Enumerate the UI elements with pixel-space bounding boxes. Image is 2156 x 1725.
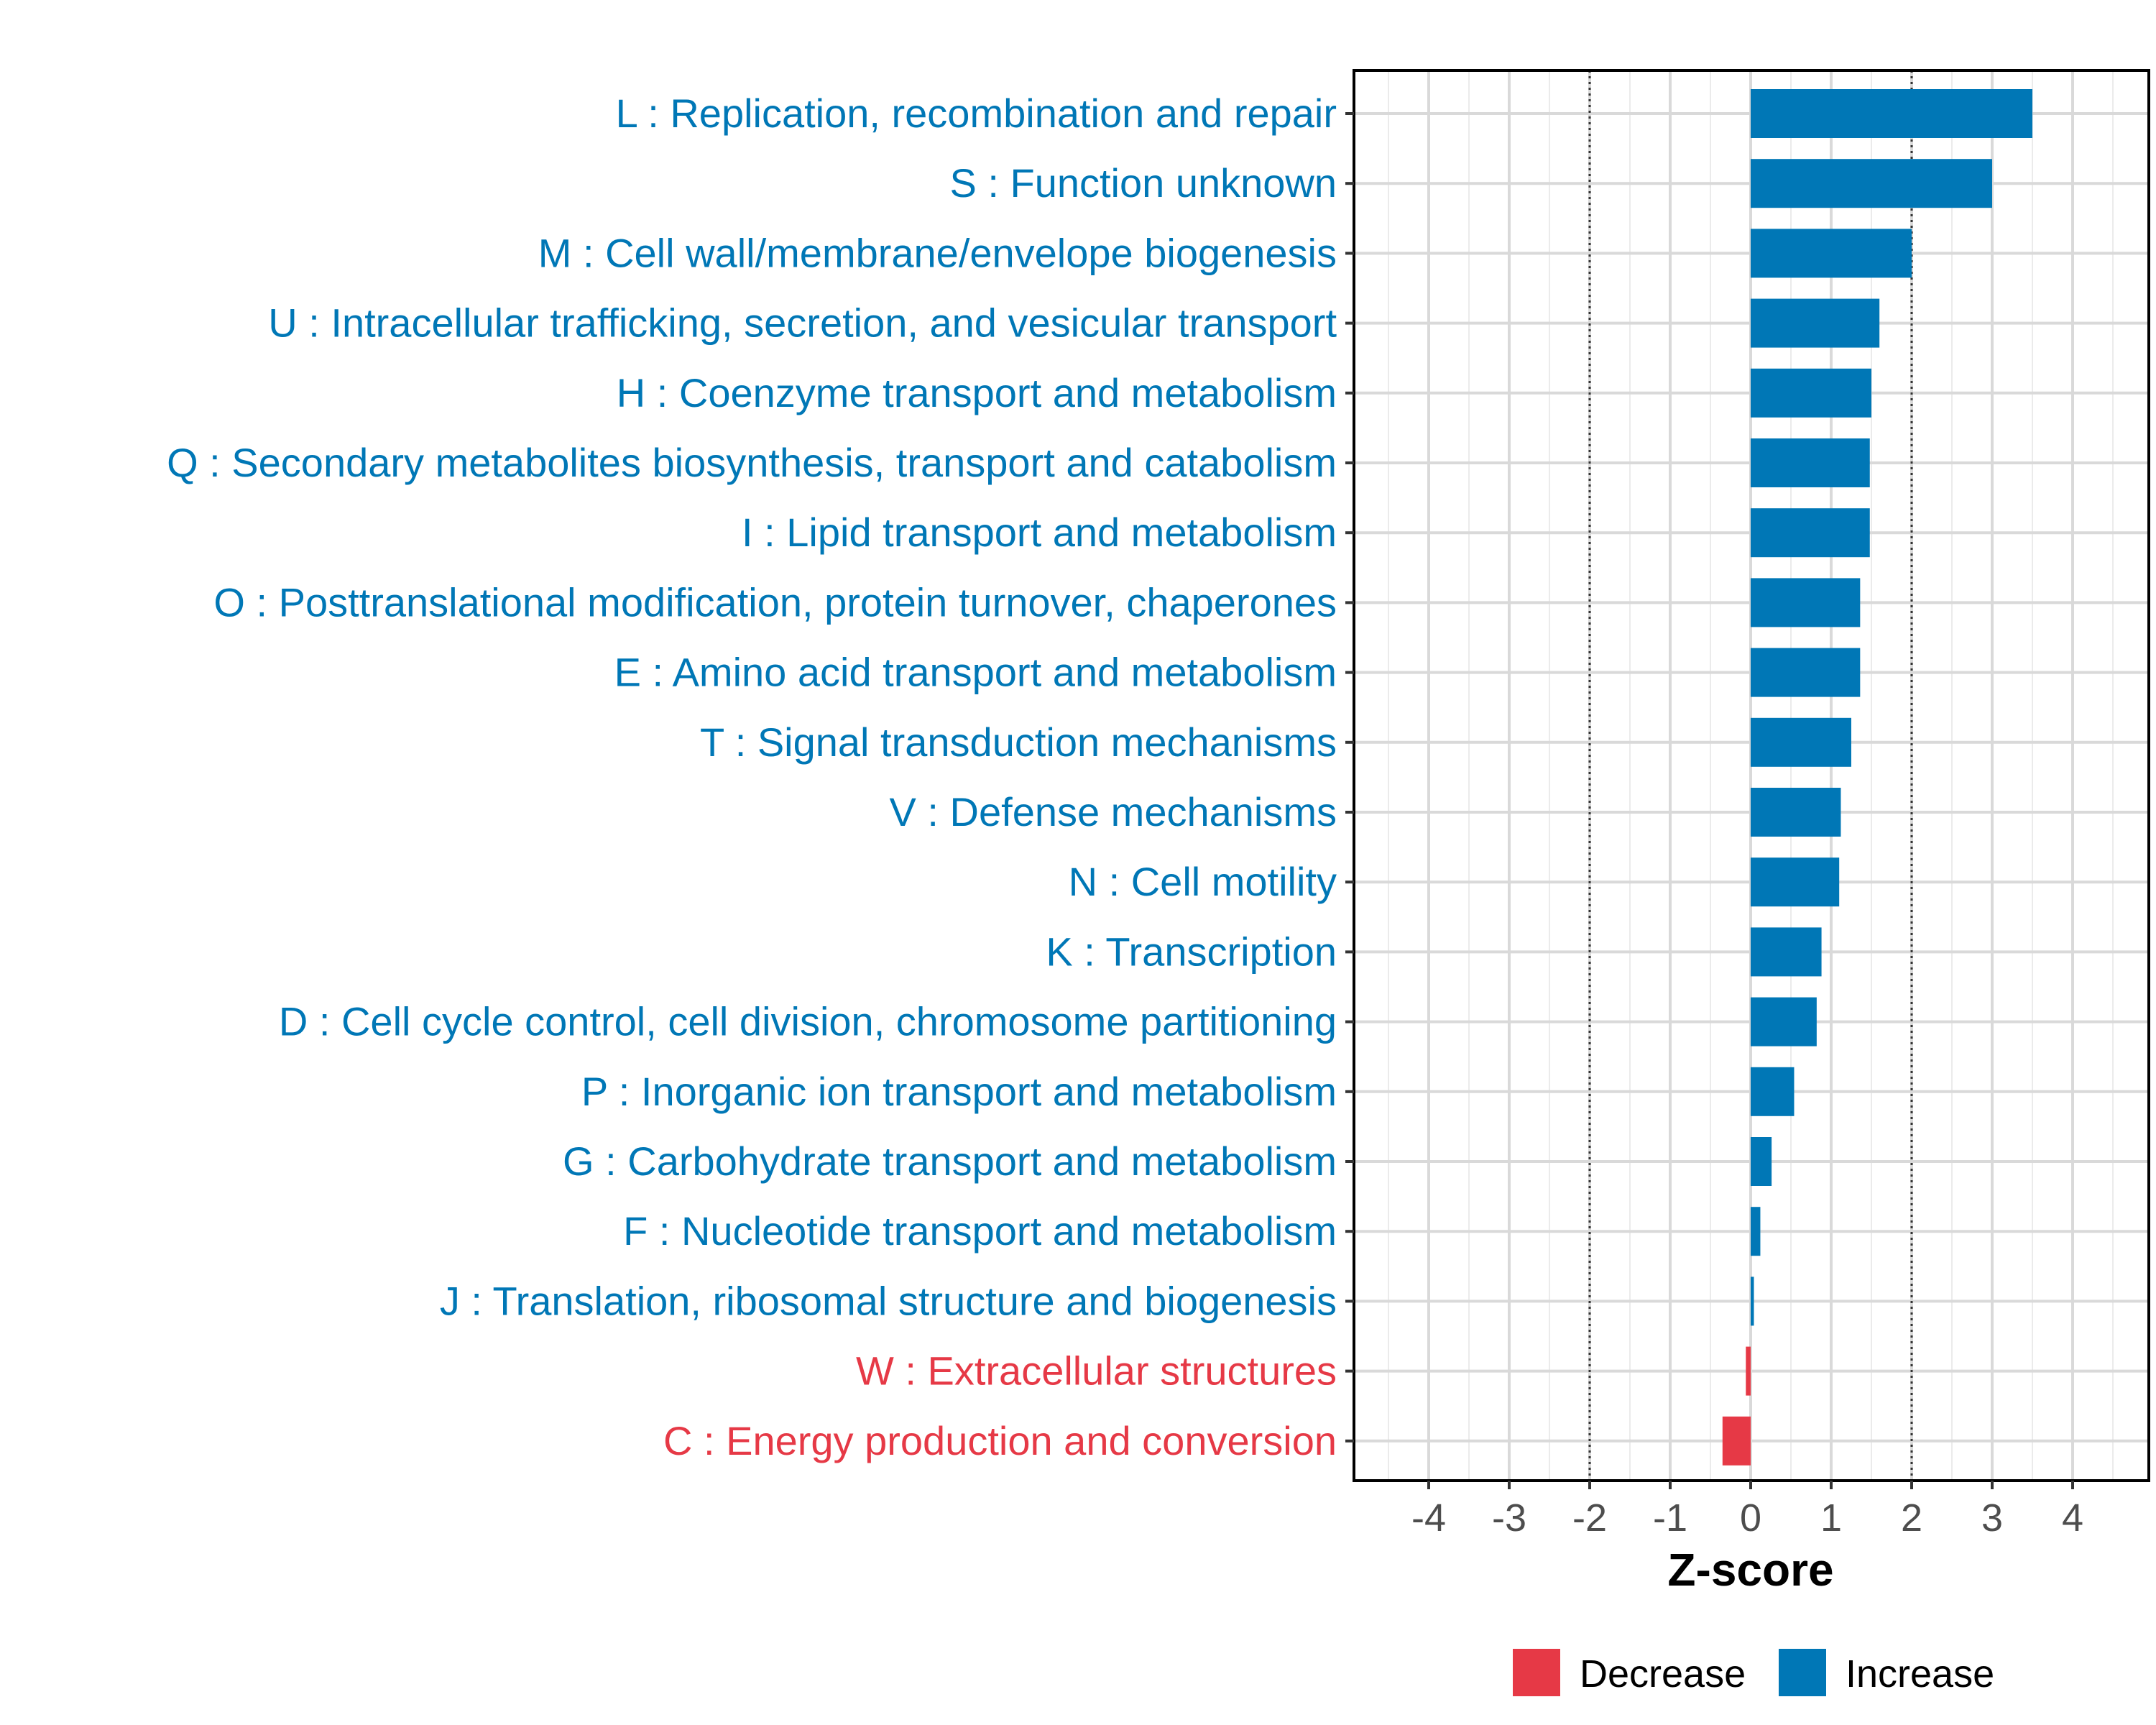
legend-swatch-increase xyxy=(1779,1649,1826,1696)
legend-label-decrease: Decrease xyxy=(1580,1652,1746,1696)
legend-swatch-decrease xyxy=(1513,1649,1560,1696)
category-label: P : Inorganic ion transport and metaboli… xyxy=(581,1069,1337,1114)
bar xyxy=(1751,717,1851,767)
x-tick-label: -2 xyxy=(1572,1496,1607,1540)
category-label: W : Extracellular structures xyxy=(856,1348,1337,1394)
category-label: T : Signal transduction mechanisms xyxy=(700,719,1337,765)
category-label: G : Carbohydrate transport and metabolis… xyxy=(563,1138,1337,1184)
x-tick-label: -3 xyxy=(1492,1496,1526,1540)
x-tick-label: 4 xyxy=(2062,1496,2083,1540)
bar xyxy=(1751,997,1817,1046)
plot-area: L : Replication, recombination and repai… xyxy=(167,69,2150,1540)
category-label: H : Coenzyme transport and metabolism xyxy=(617,370,1337,415)
category-label: S : Function unknown xyxy=(949,160,1337,206)
bar xyxy=(1751,927,1822,977)
category-label: Q : Secondary metabolites biosynthesis, … xyxy=(167,440,1337,485)
bar xyxy=(1722,1416,1751,1466)
bar xyxy=(1751,89,2032,138)
x-tick-label: 2 xyxy=(1901,1496,1922,1540)
category-label: F : Nucleotide transport and metabolism xyxy=(623,1208,1337,1254)
x-axis-title: Z-score xyxy=(1667,1544,1833,1596)
category-label: V : Defense mechanisms xyxy=(890,789,1337,834)
x-tick-label: 1 xyxy=(1820,1496,1842,1540)
bar xyxy=(1751,1067,1795,1116)
bar xyxy=(1751,1137,1772,1186)
category-label: N : Cell motility xyxy=(1069,859,1337,904)
bar xyxy=(1751,508,1870,558)
bar xyxy=(1751,368,1871,418)
bar xyxy=(1751,229,1912,278)
bar xyxy=(1751,857,1840,907)
bar xyxy=(1751,1276,1754,1326)
x-tick-label: 3 xyxy=(1981,1496,2003,1540)
bar xyxy=(1751,788,1841,837)
bar xyxy=(1751,159,1992,208)
bar xyxy=(1751,1207,1761,1256)
category-label: K : Transcription xyxy=(1046,929,1337,974)
bar xyxy=(1751,298,1880,348)
bar xyxy=(1751,578,1861,627)
x-tick-label: -1 xyxy=(1653,1496,1687,1540)
category-label: U : Intracellular trafficking, secretion… xyxy=(268,300,1337,346)
legend-label-increase: Increase xyxy=(1846,1652,1994,1696)
x-tick-label: 0 xyxy=(1740,1496,1761,1540)
category-label: O : Posttranslational modification, prot… xyxy=(213,579,1337,625)
bar xyxy=(1751,438,1870,487)
category-label: L : Replication, recombination and repai… xyxy=(616,91,1337,136)
category-label: J : Translation, ribosomal structure and… xyxy=(440,1278,1337,1323)
category-label: I : Lipid transport and metabolism xyxy=(742,510,1337,555)
bar xyxy=(1751,648,1861,697)
x-tick-label: -4 xyxy=(1411,1496,1446,1540)
category-label: E : Amino acid transport and metabolism xyxy=(614,650,1337,695)
category-label: M : Cell wall/membrane/envelope biogenes… xyxy=(538,230,1337,275)
category-label: D : Cell cycle control, cell division, c… xyxy=(279,999,1337,1044)
category-label: C : Energy production and conversion xyxy=(663,1418,1337,1463)
legend: Decrease Increase xyxy=(1513,1649,1994,1696)
bar xyxy=(1746,1346,1751,1396)
